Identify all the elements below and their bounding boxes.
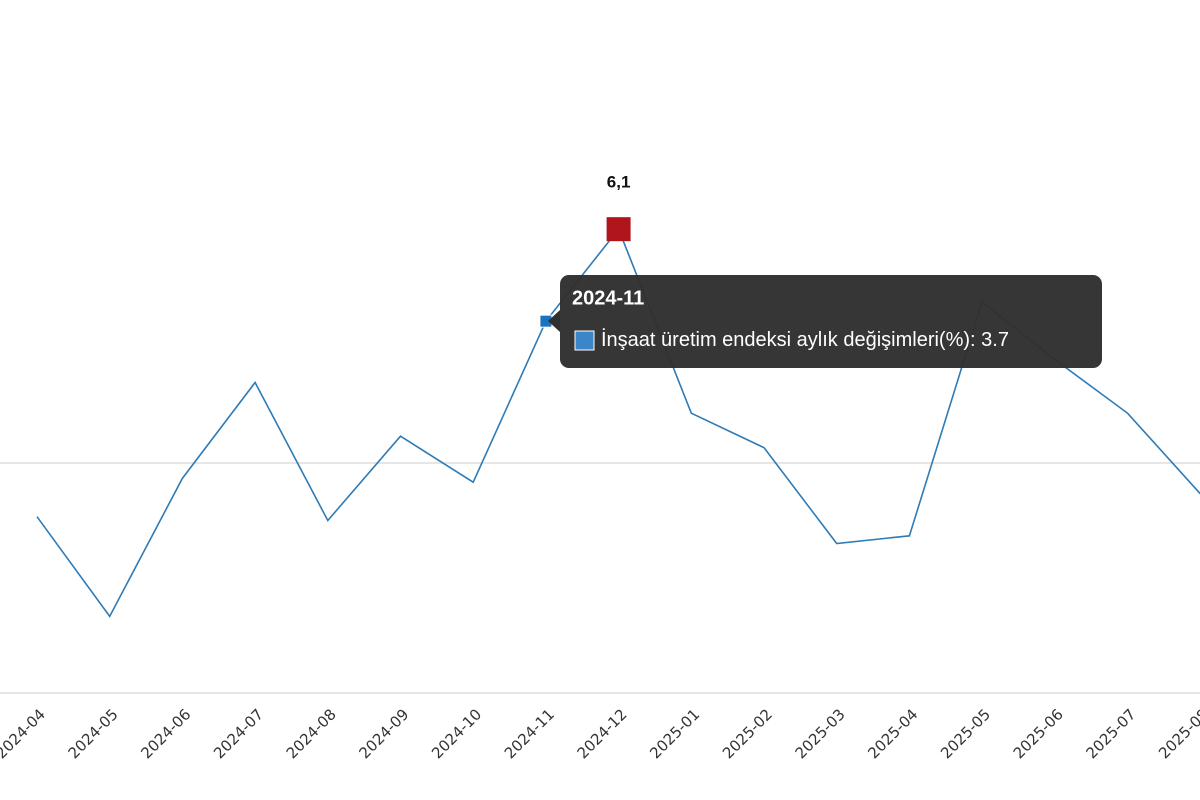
tooltip-series: İnşaat üretim endeksi aylık değişimleri(… bbox=[601, 328, 970, 351]
tooltip-title: 2024-11 bbox=[572, 287, 644, 309]
x-tick-label: 2025-03 bbox=[792, 705, 849, 762]
x-tick-label: 2025-02 bbox=[719, 705, 776, 762]
x-tick-label: 2024-07 bbox=[210, 705, 267, 762]
max-marker bbox=[606, 217, 631, 242]
x-tick-label: 2024-06 bbox=[137, 705, 194, 762]
tooltip-text: İnşaat üretim endeksi aylık değişimleri(… bbox=[601, 328, 1009, 351]
tooltip-sep: : bbox=[970, 329, 981, 351]
tooltip-pointer bbox=[548, 310, 560, 332]
x-tick-label: 2024-11 bbox=[501, 705, 558, 762]
data-label: 6,1 bbox=[607, 173, 631, 192]
x-tick-label: 2025-05 bbox=[937, 705, 994, 762]
tooltip-box bbox=[560, 275, 1102, 368]
x-tick-label: 2024-12 bbox=[574, 705, 631, 762]
x-tick-label: 2024-08 bbox=[283, 705, 340, 762]
x-tick-label: 2024-09 bbox=[355, 705, 412, 762]
x-tick-label: 2025-06 bbox=[1010, 705, 1067, 762]
x-tick-label: 2025-08 bbox=[1155, 705, 1200, 762]
tooltip-swatch bbox=[574, 330, 595, 351]
tooltip: 2024-11 İnşaat üretim endeksi aylık deği… bbox=[548, 275, 1102, 368]
x-tick-label: 2024-05 bbox=[65, 705, 122, 762]
x-tick-label: 2024-04 bbox=[0, 705, 49, 762]
x-tick-label: 2024-10 bbox=[428, 705, 485, 762]
x-tick-label: 2025-01 bbox=[646, 705, 703, 762]
plot-area: 2024-04 2024-05 2024-06 2024-07 2024-08 2024-… bbox=[0, 173, 1200, 762]
tooltip-value: 3.7 bbox=[981, 329, 1009, 351]
x-tick-label: 2025-07 bbox=[1082, 705, 1139, 762]
x-tick-label: 2025-04 bbox=[864, 705, 921, 762]
